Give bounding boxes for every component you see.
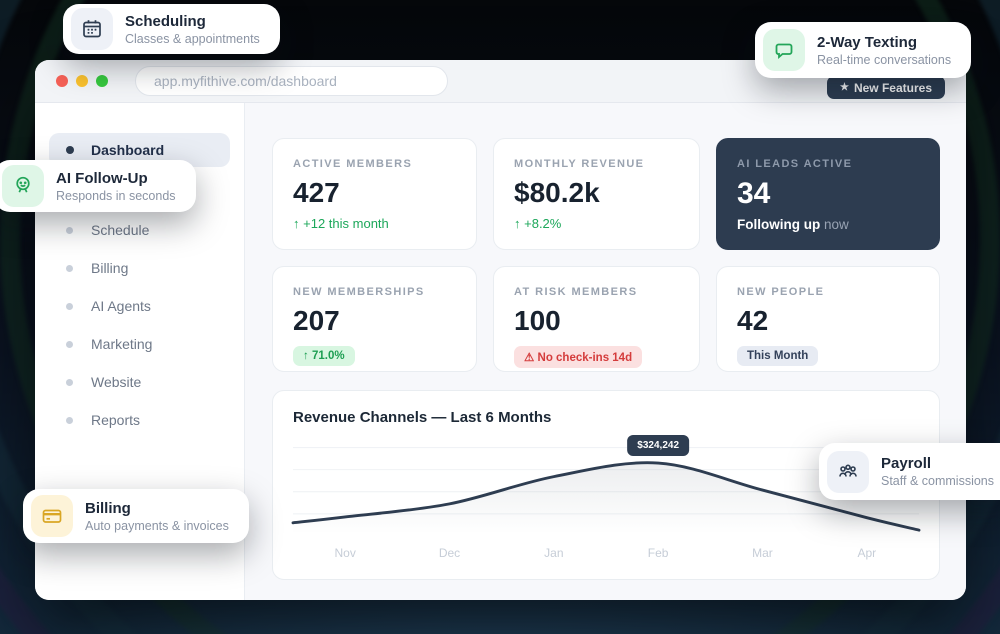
x-tick-apr: Apr xyxy=(857,546,877,560)
warning-badge: ⚠ No check-ins 14d xyxy=(514,346,643,368)
growth-badge: ↑ 71.0% xyxy=(293,346,355,366)
bullet-dot-icon xyxy=(66,416,73,424)
x-tick-dec: Dec xyxy=(438,546,461,560)
bullet-dot-icon xyxy=(66,340,73,348)
callout-billing: Billing Auto payments & invoices xyxy=(23,489,249,543)
sidebar-item-billing[interactable]: Billing xyxy=(35,249,244,287)
x-tick-mar: Mar xyxy=(752,546,773,560)
callout-payroll: Payroll Staff & commissions xyxy=(819,443,1000,500)
stat-card-active-members: ACTIVE MEMBERS 427 ↑ +12 this month xyxy=(272,138,477,250)
warning-icon: ⚠ xyxy=(524,352,535,364)
chart-title: Revenue Channels — Last 6 Months xyxy=(293,409,552,426)
stat-card-monthly-revenue: MONTHLY REVENUE $80.2k ↑ +8.2% xyxy=(493,138,700,250)
new-features-button[interactable]: ★ New Features xyxy=(827,76,945,99)
calendar-icon xyxy=(71,8,113,50)
bullet-dot-icon xyxy=(66,302,73,310)
chart-area-fill xyxy=(293,462,919,534)
arrow-up-icon: ↑ xyxy=(293,216,300,231)
chart-line xyxy=(291,461,921,532)
arrow-up-icon: ↑ xyxy=(514,216,521,231)
x-tick-feb: Feb xyxy=(647,546,669,560)
bullet-dot-icon xyxy=(66,226,73,234)
sidebar-item-ai-agents[interactable]: AI Agents xyxy=(35,287,244,325)
callout-2way-texting: 2-Way Texting Real-time conversations xyxy=(755,22,972,78)
chart-canvas xyxy=(291,447,921,534)
callout-ai-followup: AI Follow-Up Responds in seconds xyxy=(0,160,196,212)
arrow-up-icon: ↑ xyxy=(303,350,309,362)
bullet-dot-icon xyxy=(66,264,73,272)
stat-card-at-risk: AT RISK MEMBERS 100 ⚠ No check-ins 14d xyxy=(493,266,700,372)
sidebar-item-marketing[interactable]: Marketing xyxy=(35,325,244,363)
sidebar-item-website[interactable]: Website xyxy=(35,363,244,401)
stat-row-2: NEW MEMBERSHIPS 207 ↑ 71.0% AT RISK MEMB… xyxy=(272,266,940,372)
sidebar-item-label: Dashboard xyxy=(91,142,165,158)
stat-row-1: ACTIVE MEMBERS 427 ↑ +12 this month MONT… xyxy=(272,138,940,250)
address-bar[interactable] xyxy=(135,66,448,96)
x-tick-nov: Nov xyxy=(334,546,356,560)
revenue-line-chart: $324,242 xyxy=(291,435,921,534)
chart-x-axis: Nov Dec Jan Feb Mar Apr xyxy=(293,546,919,560)
sidebar-item-schedule[interactable]: Schedule xyxy=(35,211,244,249)
team-people-icon xyxy=(827,450,869,493)
dashboard-content: ACTIVE MEMBERS 427 ↑ +12 this month MONT… xyxy=(245,103,966,600)
close-window-icon[interactable] xyxy=(56,75,68,87)
sidebar-item-reports[interactable]: Reports xyxy=(35,401,244,439)
chart-tooltip: $324,242 xyxy=(627,435,690,457)
window-controls xyxy=(56,75,108,87)
maximize-window-icon[interactable] xyxy=(96,75,108,87)
sidebar-nav: Schedule Billing AI Agents Marketing Web… xyxy=(35,211,244,439)
credit-card-icon xyxy=(31,495,73,537)
browser-chrome: ★ New Features xyxy=(35,60,966,103)
period-badge: This Month xyxy=(737,346,819,366)
stat-card-new-people: NEW PEOPLE 42 This Month xyxy=(716,266,940,372)
x-tick-jan: Jan xyxy=(544,546,564,560)
chat-bubble-icon xyxy=(763,29,805,71)
new-features-label: New Features xyxy=(853,80,932,95)
star-icon: ★ xyxy=(840,82,849,93)
bullet-dot-icon xyxy=(66,378,73,386)
stat-card-new-memberships: NEW MEMBERSHIPS 207 ↑ 71.0% xyxy=(272,266,477,372)
minimize-window-icon[interactable] xyxy=(76,75,88,87)
robot-icon xyxy=(2,165,44,207)
callout-scheduling: Scheduling Classes & appointments xyxy=(63,4,280,54)
bullet-dot-icon xyxy=(66,146,74,154)
stat-card-ai-leads: AI LEADS ACTIVE 34 Following up now xyxy=(716,138,940,250)
